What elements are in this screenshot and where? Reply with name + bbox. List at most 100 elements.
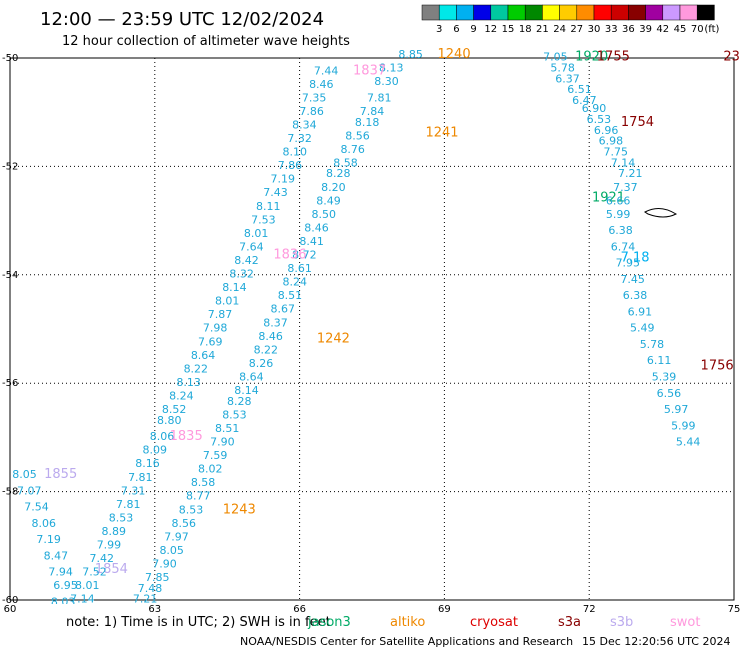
wave-height-label: 8.46	[304, 221, 329, 234]
wave-height-label: 7.31	[121, 484, 146, 497]
wave-height-label: 8.50	[311, 208, 336, 221]
wave-height-label: 8.01	[215, 295, 240, 308]
pass-time-label: 1241	[425, 126, 458, 141]
wave-height-label: 6.98	[599, 135, 624, 148]
wave-height-label: 7.42	[89, 552, 114, 565]
pass-time-label: 1836	[273, 248, 306, 263]
wave-height-label: 8.49	[316, 194, 341, 207]
wave-height-label: 6.90	[582, 102, 607, 115]
wave-height-label: 7.86	[299, 105, 324, 118]
wave-height-label: 8.16	[135, 457, 160, 470]
wave-height-label: 7.84	[360, 105, 385, 118]
x-tick-label: 69	[438, 604, 451, 615]
wave-height-label: 5.97	[664, 403, 689, 416]
pass-time-label: 1243	[223, 502, 256, 517]
wave-height-label: 7.94	[48, 566, 73, 579]
wave-height-label: 8.52	[162, 403, 187, 416]
wave-height-label: 7.86	[278, 159, 303, 172]
wave-height-label: 7.52	[82, 566, 107, 579]
wave-height-label: 8.53	[109, 511, 134, 524]
wave-height-label: 7.95	[616, 257, 641, 270]
wave-height-label: 8.51	[215, 422, 240, 435]
y-tick-label: -50	[2, 53, 18, 64]
wave-height-label: 8.06	[32, 517, 57, 530]
wave-height-label: 8.64	[191, 349, 216, 362]
colorbar-tick-label: 39	[639, 24, 652, 35]
wave-height-label: 7.19	[36, 533, 61, 546]
pass-time-label: 23	[723, 50, 740, 65]
y-tick-label: -52	[2, 161, 18, 172]
colorbar-swatch	[438, 4, 457, 21]
wave-height-label: 7.97	[164, 530, 189, 543]
wave-height-label: 8.56	[345, 129, 370, 142]
data-marks: 192019218.858.138.307.817.848.188.568.76…	[12, 47, 740, 625]
colorbar-tick-label: 12	[484, 24, 497, 35]
wave-height-label: 8.85	[398, 48, 423, 61]
wave-height-label: 6.91	[628, 305, 653, 318]
footer-credit: NOAA/NESDIS Center for Satellite Applica…	[240, 635, 573, 648]
wave-height-label: 8.76	[340, 143, 365, 156]
wave-height-label: 8.46	[309, 78, 334, 91]
wave-height-label: 8.20	[321, 181, 346, 194]
legend-item-swot: swot	[670, 615, 700, 630]
wave-height-label: 7.98	[203, 322, 228, 335]
wave-height-label: 8.28	[227, 395, 252, 408]
wave-height-label: 5.78	[550, 62, 575, 75]
x-tick-label: 60	[4, 604, 17, 615]
wave-height-label: 8.05	[12, 468, 37, 481]
x-tick-label: 72	[583, 604, 596, 615]
colorbar-tick-label: 24	[553, 24, 566, 35]
wave-height-label: 8.77	[186, 490, 211, 503]
colorbar-swatch	[507, 4, 526, 21]
colorbar: 3 6 9 12 15 18 21 24 27 30 33 36 39 42 45 70 (ft)	[421, 4, 720, 35]
wave-height-label: 7.35	[302, 91, 327, 104]
wave-height-label: 7.14	[70, 593, 95, 606]
series-s3a: 7.055.786.376.516.476.906.536.966.987.75…	[543, 51, 700, 449]
colorbar-swatch	[473, 4, 492, 21]
x-tick-label: 75	[728, 604, 740, 615]
wave-height-label: 7.81	[367, 91, 392, 104]
colorbar-swatch	[628, 4, 646, 21]
wave-height-label: 8.26	[249, 357, 274, 370]
wave-height-label: 8.89	[102, 525, 127, 538]
wave-height-label: 8.37	[263, 316, 288, 329]
wave-height-label: 6.38	[608, 224, 633, 237]
wave-height-label: 7.90	[152, 557, 177, 570]
wave-height-label: 8.41	[299, 235, 324, 248]
colorbar-swatch	[679, 4, 698, 21]
pass-time-label: 1240	[438, 47, 471, 62]
wave-height-label: 6.38	[623, 289, 648, 302]
wave-height-label: 7.43	[263, 186, 288, 199]
wave-height-label: 8.80	[157, 414, 182, 427]
wave-height-label: 7.44	[314, 64, 339, 77]
legend-item-s3b: s3b	[610, 615, 633, 630]
colorbar-swatch	[456, 4, 474, 21]
wave-height-label: 6.51	[567, 83, 592, 96]
wave-height-label: 5.49	[630, 322, 655, 335]
legend-item-s3a: s3a	[558, 615, 581, 630]
colorbar-swatch	[645, 4, 664, 21]
colorbar-unit: (ft)	[704, 24, 719, 35]
pass-time-label: 1755	[597, 50, 630, 65]
y-tick-label: -54	[2, 270, 18, 281]
wave-height-label: 8.34	[292, 118, 317, 131]
y-axis-ticks: -50 -52 -54 -56 -58 -60	[2, 53, 18, 606]
wave-height-label: 7.59	[203, 449, 228, 462]
pass-time-label: 1855	[44, 467, 77, 482]
wave-height-label: 8.10	[283, 146, 308, 159]
x-tick-label: 66	[293, 604, 306, 615]
pass-time-label: 1835	[170, 429, 203, 444]
x-tick-label: 63	[148, 604, 161, 615]
wave-height-label: 8.51	[278, 289, 303, 302]
colorbar-tick-label: 15	[502, 24, 515, 35]
wave-height-label: 8.32	[229, 268, 254, 281]
wave-height-label: 6.95	[53, 579, 78, 592]
series-jason3: 1920 1921	[575, 50, 625, 206]
wave-height-label: 7.97	[39, 612, 64, 625]
series-s3b: 8.05 7.07 7.54 8.06 7.19 8.47 7.946.95 8.03 7.97…	[12, 467, 128, 625]
wave-height-label: 8.11	[256, 200, 281, 213]
y-tick-label: -58	[2, 487, 18, 498]
wave-height-label: 7.53	[251, 213, 276, 226]
x-axis-ticks: 60 63 66 69 72 75	[4, 604, 740, 615]
wave-height-label: 8.22	[254, 343, 279, 356]
